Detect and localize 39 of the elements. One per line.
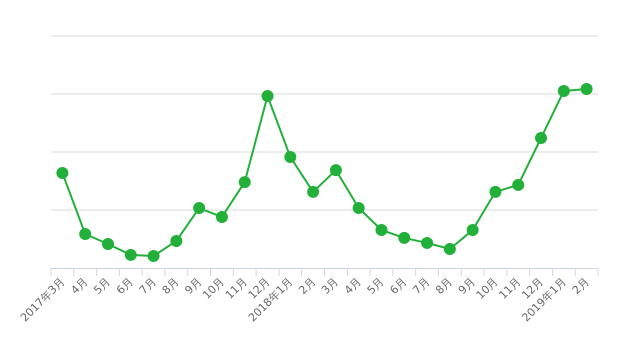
point xyxy=(580,82,593,95)
point xyxy=(421,236,434,249)
x-tick-label: 11月 xyxy=(496,274,524,302)
point xyxy=(102,238,114,250)
x-tick-label: 5月 xyxy=(364,274,387,297)
point xyxy=(238,176,251,188)
point xyxy=(352,202,365,214)
x-tick-label: 8月 xyxy=(433,274,455,297)
x-tick-label: 2月 xyxy=(296,274,318,297)
x-tick-label: 7月 xyxy=(410,274,432,297)
point xyxy=(330,164,342,176)
x-tick-label: 5月 xyxy=(91,274,114,297)
point xyxy=(489,186,502,198)
point xyxy=(170,234,182,247)
point xyxy=(512,178,524,191)
point xyxy=(56,166,68,179)
point xyxy=(148,250,160,262)
point xyxy=(124,248,137,261)
x-tick-label: 6月 xyxy=(387,274,410,297)
point xyxy=(262,90,274,102)
x-tick-label: 4月 xyxy=(342,274,364,297)
point xyxy=(284,151,296,164)
x-tick-label: 11月 xyxy=(222,274,250,302)
x-tick-label: 4月 xyxy=(68,274,90,297)
point xyxy=(307,186,320,198)
point xyxy=(535,132,548,144)
point xyxy=(79,228,92,240)
point xyxy=(444,243,456,256)
point xyxy=(193,202,206,214)
x-tick-label: 8月 xyxy=(160,274,182,297)
x-tick-label: 6月 xyxy=(114,274,136,297)
x-tick-label: 2月 xyxy=(570,274,592,297)
point xyxy=(398,232,410,244)
point xyxy=(558,84,570,97)
point xyxy=(375,224,388,236)
x-tick-label: 7月 xyxy=(136,274,159,297)
point xyxy=(216,210,228,223)
point xyxy=(466,224,479,236)
x-tick-label: 3月 xyxy=(319,274,342,297)
